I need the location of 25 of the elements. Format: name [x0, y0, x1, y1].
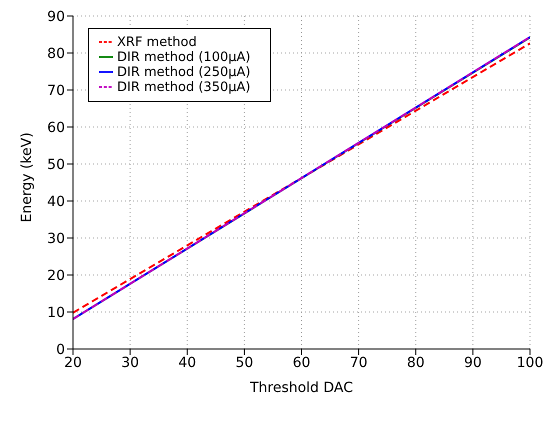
x-axis-title: Threshold DAC — [248, 380, 354, 396]
y-tick-label: 20 — [47, 268, 65, 284]
x-tick-label: 20 — [64, 354, 82, 371]
y-tick-label: 60 — [47, 120, 65, 136]
x-tick-label: 80 — [406, 354, 425, 371]
y-axis-title: Energy (keV) — [18, 132, 35, 222]
x-tick-label: 100 — [516, 354, 544, 371]
y-tick-label: 80 — [47, 46, 65, 62]
legend-label: DIR method (350μA) — [117, 80, 250, 95]
y-tick-label: 70 — [47, 82, 65, 99]
y-tick-label: 10 — [47, 304, 65, 321]
x-tick-label: 50 — [235, 354, 254, 371]
legend-label: DIR method (100μA) — [117, 50, 250, 65]
x-tick-label: 30 — [121, 354, 140, 371]
x-tick-label: 70 — [350, 354, 368, 371]
y-tick-label: 40 — [47, 194, 65, 210]
x-tick-label: 60 — [292, 354, 310, 371]
x-tick-label: 40 — [178, 354, 196, 371]
legend-label: DIR method (250μA) — [117, 65, 250, 80]
y-tick-label: 0 — [56, 342, 65, 358]
y-tick-label: 30 — [47, 230, 65, 247]
x-tick-label: 90 — [464, 354, 482, 371]
y-tick-label: 50 — [47, 156, 65, 173]
y-tick-label: 90 — [47, 8, 65, 25]
legend-label: XRF method — [117, 35, 197, 50]
